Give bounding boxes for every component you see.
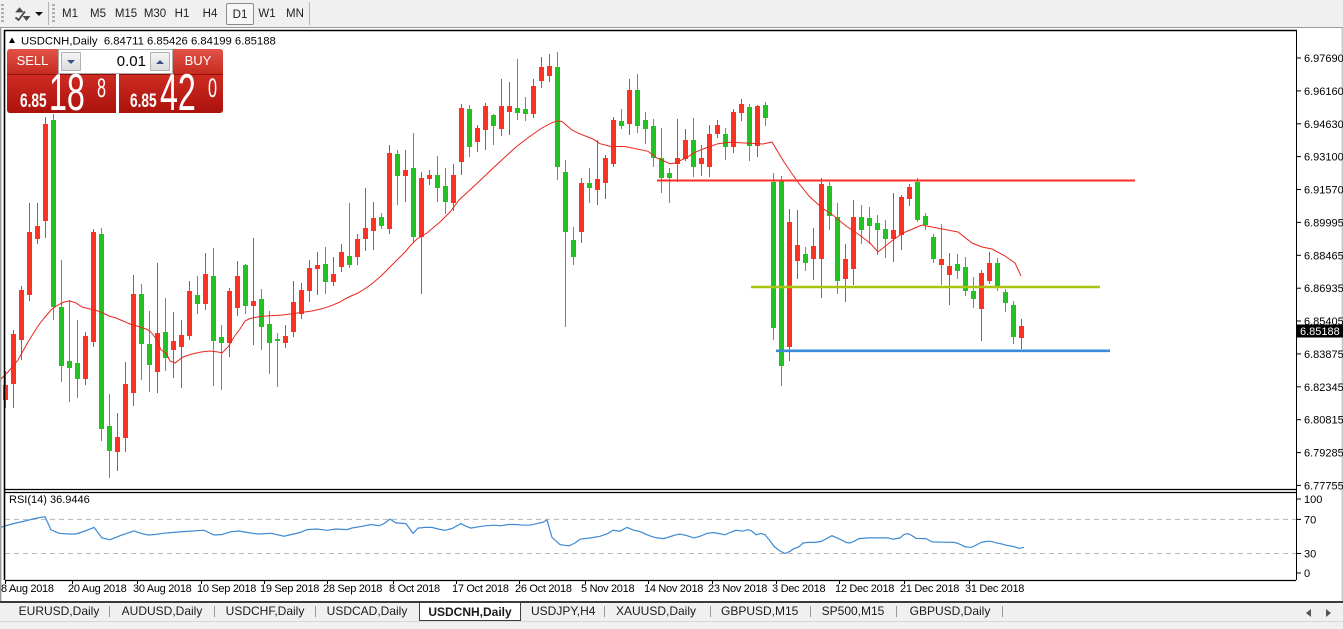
svg-text:0: 0 [1304,568,1310,580]
svg-text:6.94630: 6.94630 [1304,119,1343,131]
svg-text:10 Sep 2018: 10 Sep 2018 [197,583,256,595]
svg-text:30: 30 [1304,549,1316,561]
svg-text:20 Aug 2018: 20 Aug 2018 [68,583,127,595]
svg-text:USDCNH,Daily 6.84711 6.85426: USDCNH,Daily 6.84711 6.85426 6.84199 6.8… [21,36,276,48]
svg-text:70: 70 [1304,514,1316,526]
svg-text:3 Dec 2018: 3 Dec 2018 [772,583,825,595]
svg-text:6.82345: 6.82345 [1304,382,1343,394]
svg-text:6.91570: 6.91570 [1304,185,1343,197]
svg-text:100: 100 [1304,494,1322,506]
svg-text:23 Nov 2018: 23 Nov 2018 [708,583,767,595]
svg-text:6.93100: 6.93100 [1304,152,1343,164]
svg-text:6.77755: 6.77755 [1304,480,1343,492]
svg-text:14 Nov 2018: 14 Nov 2018 [644,583,703,595]
svg-text:6.97690: 6.97690 [1304,53,1343,65]
svg-text:6.80815: 6.80815 [1304,415,1343,427]
svg-text:6.85188: 6.85188 [1300,326,1340,338]
svg-text:6.88465: 6.88465 [1304,250,1343,262]
svg-text:8 Oct 2018: 8 Oct 2018 [389,583,440,595]
svg-text:6.89995: 6.89995 [1304,217,1343,229]
svg-text:31 Dec 2018: 31 Dec 2018 [965,583,1024,595]
svg-text:19 Sep 2018: 19 Sep 2018 [260,583,319,595]
svg-text:26 Oct 2018: 26 Oct 2018 [515,583,572,595]
svg-text:21 Dec 2018: 21 Dec 2018 [900,583,959,595]
svg-text:6.79285: 6.79285 [1304,448,1343,460]
svg-text:8 Aug 2018: 8 Aug 2018 [1,583,54,595]
svg-text:RSI(14) 36.9446: RSI(14) 36.9446 [9,494,90,506]
svg-text:28 Sep 2018: 28 Sep 2018 [323,583,382,595]
svg-text:6.96160: 6.96160 [1304,86,1343,98]
svg-text:30 Aug 2018: 30 Aug 2018 [133,583,192,595]
svg-text:6.83875: 6.83875 [1304,349,1343,361]
svg-text:5 Nov 2018: 5 Nov 2018 [581,583,634,595]
svg-text:17 Oct 2018: 17 Oct 2018 [452,583,509,595]
svg-text:12 Dec 2018: 12 Dec 2018 [835,583,894,595]
svg-text:6.86935: 6.86935 [1304,283,1343,295]
